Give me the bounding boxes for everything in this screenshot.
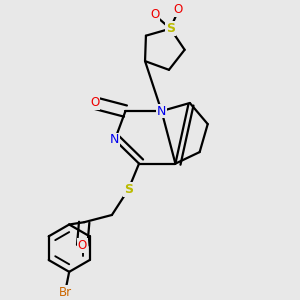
Text: O: O [90, 97, 99, 110]
Text: O: O [77, 239, 87, 252]
Text: O: O [150, 8, 159, 21]
Text: Br: Br [59, 286, 72, 299]
Text: S: S [166, 22, 175, 35]
Text: N: N [110, 134, 119, 146]
Text: O: O [174, 3, 183, 16]
Text: S: S [124, 183, 133, 196]
Text: N: N [157, 105, 166, 118]
